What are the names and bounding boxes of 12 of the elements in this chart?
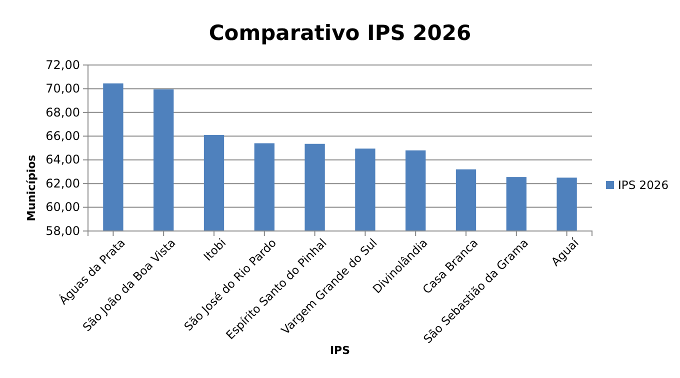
y-tick-label: 60,00: [46, 200, 80, 214]
y-tick-label: 70,00: [46, 82, 80, 96]
x-axis-title: IPS: [330, 344, 350, 357]
y-tick-label: 58,00: [46, 224, 80, 238]
y-tick-label: 66,00: [46, 128, 80, 143]
y-tick-label: 68,00: [46, 105, 80, 120]
chart-title: Comparativo IPS 2026: [208, 21, 472, 45]
y-tick-label: 64,00: [46, 152, 80, 167]
y-axis-title: Municípios: [25, 154, 38, 222]
y-tick-label: 62,00: [46, 176, 80, 190]
y-tick-label: 72,00: [46, 58, 80, 72]
legend-label: IPS 2026: [618, 178, 669, 192]
